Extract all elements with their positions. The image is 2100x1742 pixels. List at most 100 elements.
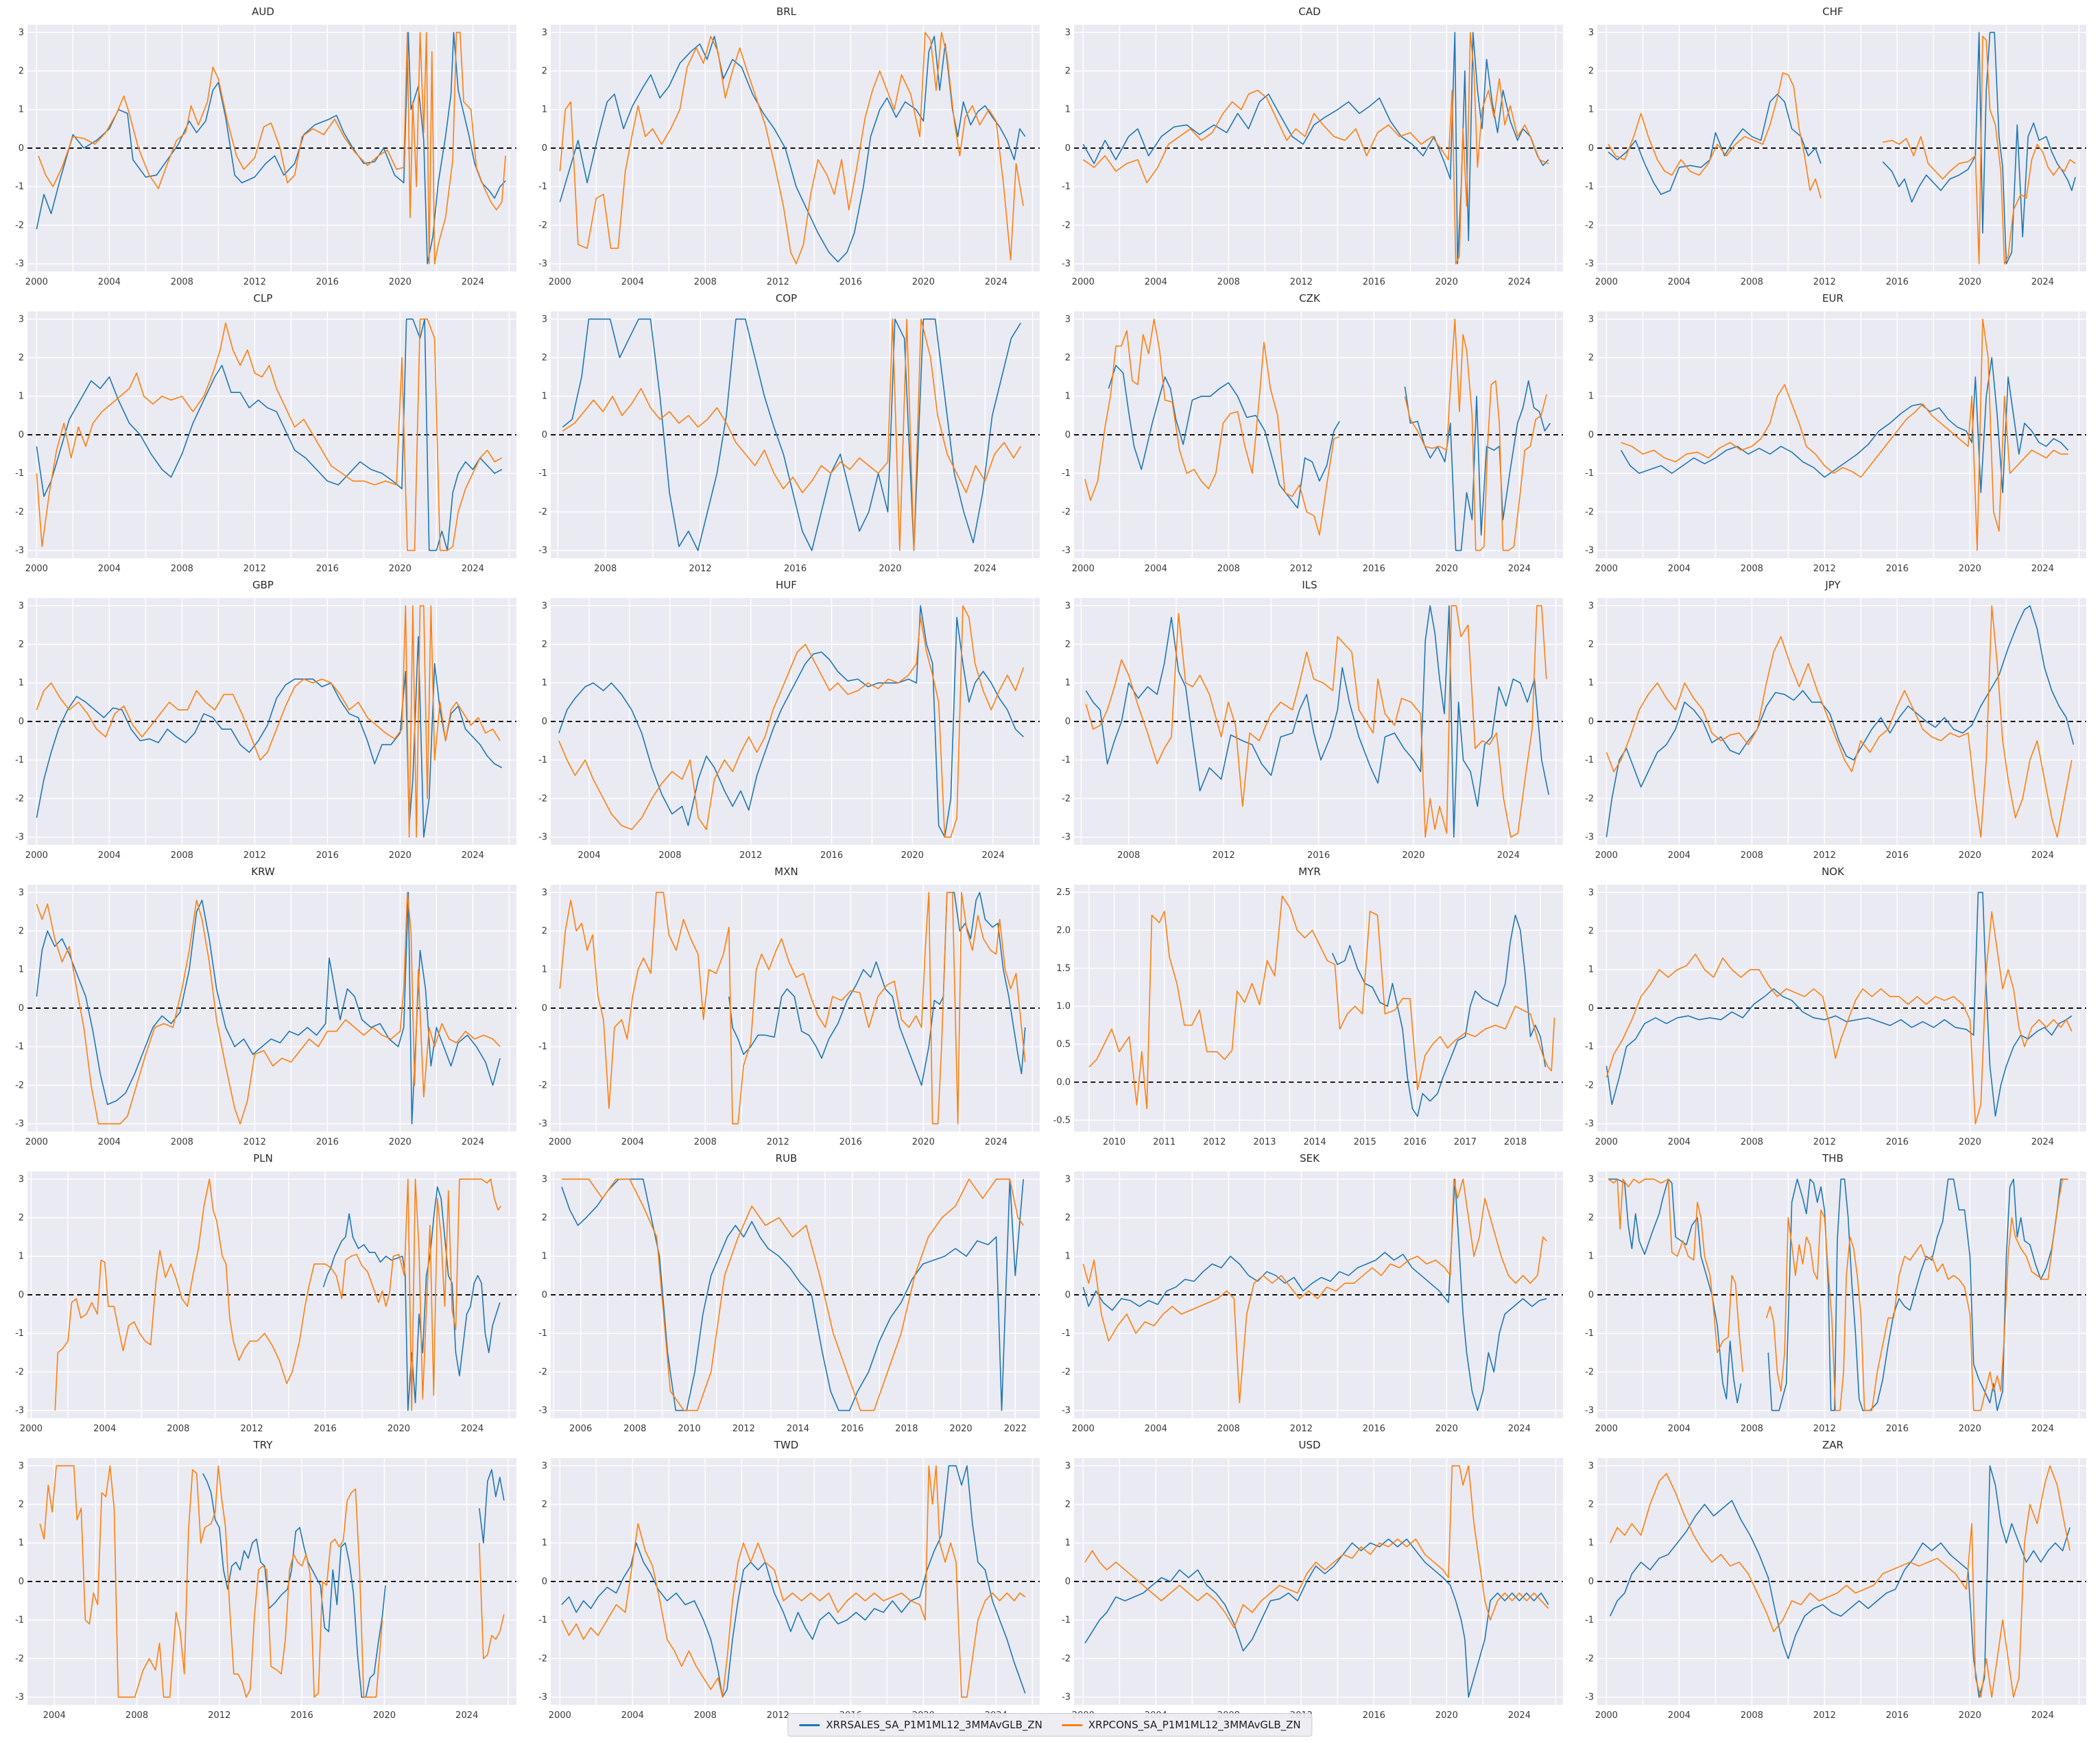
y-tick-label: -2 (15, 794, 24, 804)
x-tick-label: 2020 (912, 277, 935, 287)
chart-title: ZAR (1822, 1439, 1844, 1451)
y-tick-label: 0.0 (1056, 1077, 1071, 1088)
plot-area: -3 -2 -1 0 1 2 3 2000 2004 2008 2012 2016 2020 2024 (538, 885, 1040, 1147)
y-tick-label: -3 (1585, 259, 1594, 270)
x-tick-label: 2016 (839, 277, 862, 287)
y-tick-label: 3 (542, 887, 547, 898)
plot-area: -3 -2 -1 0 1 2 3 2006 2008 2010 2012 2014 2016 2018 20… (538, 1171, 1040, 1434)
x-tick-label: 2000 (1072, 564, 1095, 574)
y-tick-label: 3 (1065, 1461, 1071, 1471)
series-line-blue (562, 318, 1021, 551)
x-tick-label: 2000 (20, 1424, 43, 1434)
x-tick-label: 2008 (167, 1424, 189, 1434)
x-tick-label: 2008 (623, 1424, 646, 1434)
x-tick-label: 2020 (1959, 850, 1981, 861)
y-tick-label: 2 (1588, 927, 1594, 937)
x-tick-label: 2016 (1363, 1424, 1385, 1434)
x-tick-label: 2008 (1741, 564, 1763, 574)
x-tick-label: 2000 (25, 564, 48, 574)
chart-title: NOK (1822, 866, 1844, 878)
y-tick-label: -3 (15, 546, 24, 556)
y-tick-label: -1 (1062, 755, 1071, 765)
series-line-blue (1331, 914, 1547, 1117)
y-tick-label: -1 (538, 468, 547, 479)
x-tick-label: 2018 (1504, 1137, 1527, 1147)
y-tick-label: -1 (538, 1042, 547, 1052)
chart-usd: USD-3-2-10123200020042008201220162020202… (1051, 1437, 1568, 1723)
x-tick-label: 2000 (25, 850, 48, 861)
chart-eur: EUR -3 -2 -1 0 1 2 3 2000 2004 2008 2012 2016 2020 202… (1574, 291, 2092, 576)
y-tick-label: 3 (1065, 314, 1071, 324)
x-tick-label: 2015 (1354, 1137, 1376, 1147)
series-line-blue (36, 892, 501, 1125)
y-tick-label: 0 (1588, 1577, 1594, 1587)
y-tick-label: 0 (1065, 717, 1071, 727)
y-tick-label: -1 (538, 755, 547, 765)
legend-label: XRPCONS_SA_P1M1ML12_3MMAvGLB_ZN (1088, 1719, 1301, 1731)
plot-area: -3 -2 -1 0 1 2 3 2000 2004 2008 2012 2016 2020 2024 (538, 25, 1040, 287)
y-tick-label: 2 (1065, 353, 1071, 363)
chart-title: TRY (253, 1439, 273, 1451)
y-tick-label: -2 (1062, 507, 1071, 517)
series-line-blue (1608, 93, 1822, 195)
y-tick-label: 3 (542, 1174, 547, 1184)
y-tick-label: -3 (1062, 259, 1071, 270)
y-tick-label: 1 (1588, 105, 1594, 115)
y-tick-label: -2 (1585, 1367, 1594, 1377)
series-line-blue (1606, 892, 2073, 1117)
x-tick-label: 2012 (1813, 1424, 1836, 1434)
y-tick-label: -3 (1062, 833, 1071, 843)
chart-myr: MYR -0.5 0.0 0.5 1.0 1.5 2.0 2.5 2010 2011 2012 201… (1051, 864, 1568, 1149)
x-tick-label: 2020 (387, 1424, 410, 1434)
x-tick-label: 2014 (1303, 1137, 1326, 1147)
y-tick-label: -2 (538, 220, 547, 230)
y-tick-label: 0 (1065, 143, 1071, 154)
x-tick-label: 2008 (658, 850, 681, 861)
x-tick-label: 2012 (1813, 1710, 1836, 1721)
y-tick-label: -3 (1585, 1406, 1594, 1416)
chart-pln: PLN -3 -2 -1 0 1 2 3 2000 2004 2008 2012 2016 2020 202… (4, 1151, 522, 1436)
x-tick-label: 2004 (1668, 564, 1691, 574)
x-tick-label: 2016 (1886, 564, 1909, 574)
y-tick-label: 3 (1588, 887, 1594, 898)
y-tick-label: 0 (19, 143, 24, 154)
y-tick-label: 0 (1065, 1290, 1071, 1300)
x-tick-label: 2017 (1454, 1137, 1477, 1147)
x-tick-label: 2020 (389, 850, 411, 861)
y-tick-label: 3 (19, 1461, 24, 1471)
y-tick-label: -3 (538, 1119, 547, 1130)
chart-ils: ILS -3 -2 -1 0 1 2 3 2008 2012 2016 2020 2024 (1051, 577, 1568, 863)
x-tick-label: 2024 (2031, 1710, 2054, 1721)
x-tick-label: 2020 (389, 1137, 411, 1147)
series-line-orange (1606, 605, 2073, 838)
series-line-orange (36, 318, 503, 551)
x-tick-label: 2012 (1213, 850, 1235, 861)
x-tick-label: 2004 (578, 850, 601, 861)
y-tick-label: -2 (15, 1080, 24, 1090)
y-tick-label: 1 (19, 1252, 24, 1262)
series-line-blue (479, 1469, 505, 1544)
y-tick-label: -1 (15, 755, 24, 765)
series-line-blue (1882, 32, 2076, 265)
x-tick-label: 2008 (1217, 277, 1240, 287)
series-line-orange (38, 32, 506, 265)
x-tick-label: 2011 (1153, 1137, 1176, 1147)
y-tick-label: 2 (542, 1213, 547, 1224)
chart-mxn: MXN -3 -2 -1 0 1 2 3 2000 2004 2008 2012 2016 2020 202… (527, 864, 1045, 1149)
y-tick-label: 1 (1588, 1252, 1594, 1262)
y-tick-label: -3 (1062, 546, 1071, 556)
series-line-orange (1621, 318, 2068, 551)
y-tick-label: -1 (538, 182, 547, 192)
y-tick-label: -1 (15, 1042, 24, 1052)
y-tick-label: -1 (1062, 1615, 1071, 1625)
y-tick-label: -2 (538, 1080, 547, 1090)
y-tick-label: 1 (1588, 392, 1594, 402)
y-tick-label: 1 (542, 392, 547, 402)
x-tick-label: 2012 (1290, 564, 1313, 574)
x-tick-label: 2016 (1363, 277, 1385, 287)
x-tick-label: 2008 (694, 1137, 717, 1147)
series-line-blue (561, 1465, 1026, 1698)
y-tick-label: -1 (15, 1615, 24, 1625)
series-line-blue (322, 1186, 501, 1411)
